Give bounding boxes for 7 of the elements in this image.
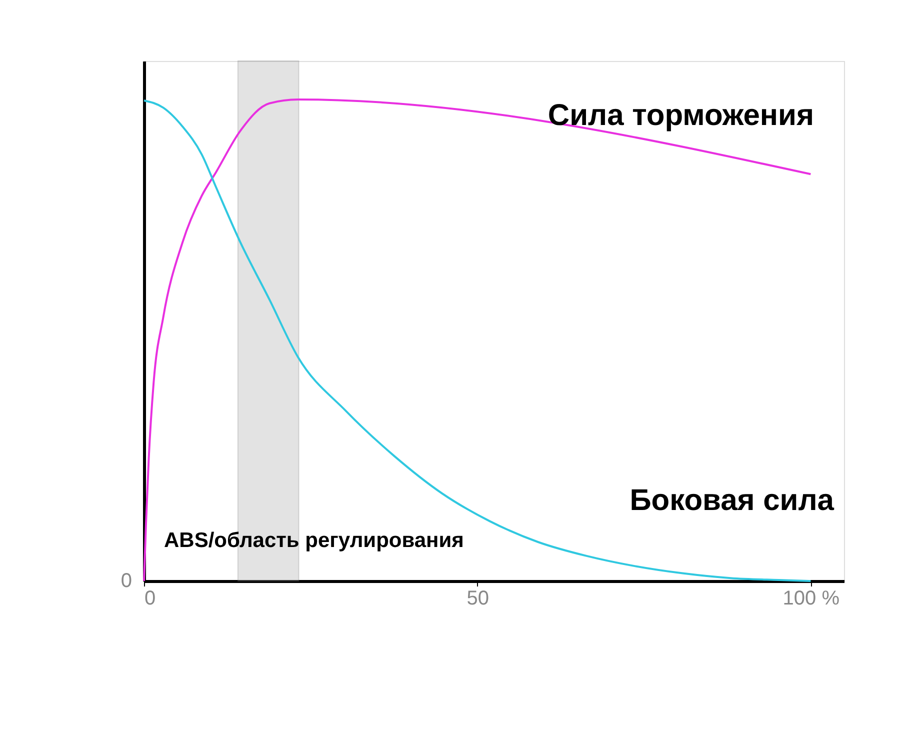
x-tick-label: 50 [466,588,489,610]
text: 0 [120,570,132,592]
x-tick-label: 100 % [782,588,840,610]
band-label: ABS/область регулирования [164,529,464,552]
series-label: Боковая сила [630,484,834,517]
x-tick-label: 0 [144,588,156,610]
series-label: Сила торможения [548,99,814,132]
